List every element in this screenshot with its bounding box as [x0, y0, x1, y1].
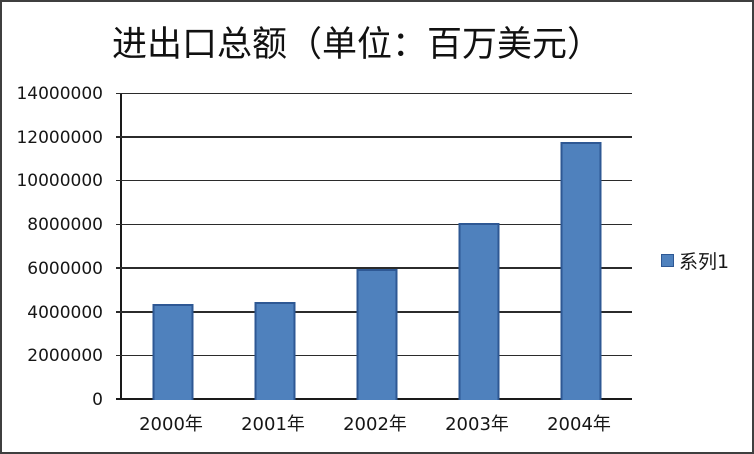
gridline [116, 267, 632, 269]
x-axis-label: 2002年 [343, 414, 407, 435]
bar-2004年 [560, 142, 602, 400]
y-axis-label: 12000000 [16, 127, 103, 148]
gridline [116, 179, 632, 182]
bar-2001年 [254, 301, 296, 400]
gridline [116, 136, 632, 138]
x-axis-label: 2003年 [445, 414, 509, 435]
x-axis-labels: 2000年 2001年 2002年 2003年 2004年 [120, 410, 630, 436]
y-axis-label: 8000000 [27, 215, 103, 236]
gridline [116, 223, 632, 226]
y-axis-label: 0 [92, 390, 103, 410]
y-axis-label: 6000000 [27, 258, 103, 279]
x-axis-label: 2001年 [241, 414, 305, 435]
bar-2003年 [458, 222, 500, 400]
chart-title: 进出口总额（单位：百万美元） [111, 25, 602, 65]
y-axis-label: 14000000 [16, 84, 103, 104]
gridline [116, 92, 632, 94]
y-axis-label: 2000000 [27, 346, 103, 367]
bar-2002年 [356, 268, 398, 400]
y-axis-label: 4000000 [27, 302, 103, 323]
legend-series-label: 系列1 [679, 251, 730, 273]
legend-swatch-icon [661, 254, 674, 267]
x-axis-label: 2000年 [139, 414, 203, 435]
legend: 系列1 [661, 247, 729, 274]
x-axis-label: 2004年 [547, 414, 611, 435]
y-axis-labels: 0 2000000 4000000 6000000 8000000 10000000 120… [2, 84, 112, 410]
y-axis-label: 10000000 [16, 171, 103, 192]
plot-area [116, 92, 632, 400]
bar-2000年 [152, 303, 194, 400]
